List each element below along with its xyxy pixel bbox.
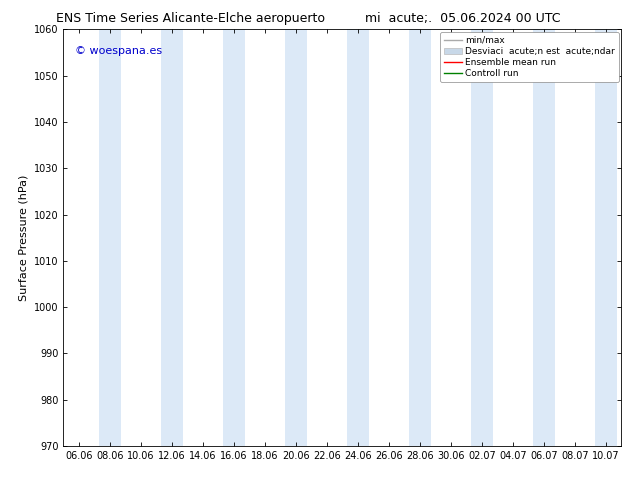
Bar: [99, 29, 120, 446]
Bar: [595, 29, 617, 446]
Y-axis label: Surface Pressure (hPa): Surface Pressure (hPa): [18, 174, 29, 301]
Text: © woespana.es: © woespana.es: [75, 46, 162, 56]
Bar: [347, 29, 369, 446]
Bar: [223, 29, 245, 446]
Bar: [533, 29, 555, 446]
Text: ENS Time Series Alicante-Elche aeropuerto: ENS Time Series Alicante-Elche aeropuert…: [56, 12, 325, 25]
Bar: [471, 29, 493, 446]
Bar: [161, 29, 183, 446]
Bar: [285, 29, 307, 446]
Text: mi  acute;.  05.06.2024 00 UTC: mi acute;. 05.06.2024 00 UTC: [365, 12, 560, 25]
Bar: [409, 29, 430, 446]
Legend: min/max, Desviaci  acute;n est  acute;ndar, Ensemble mean run, Controll run: min/max, Desviaci acute;n est acute;ndar…: [440, 32, 619, 82]
